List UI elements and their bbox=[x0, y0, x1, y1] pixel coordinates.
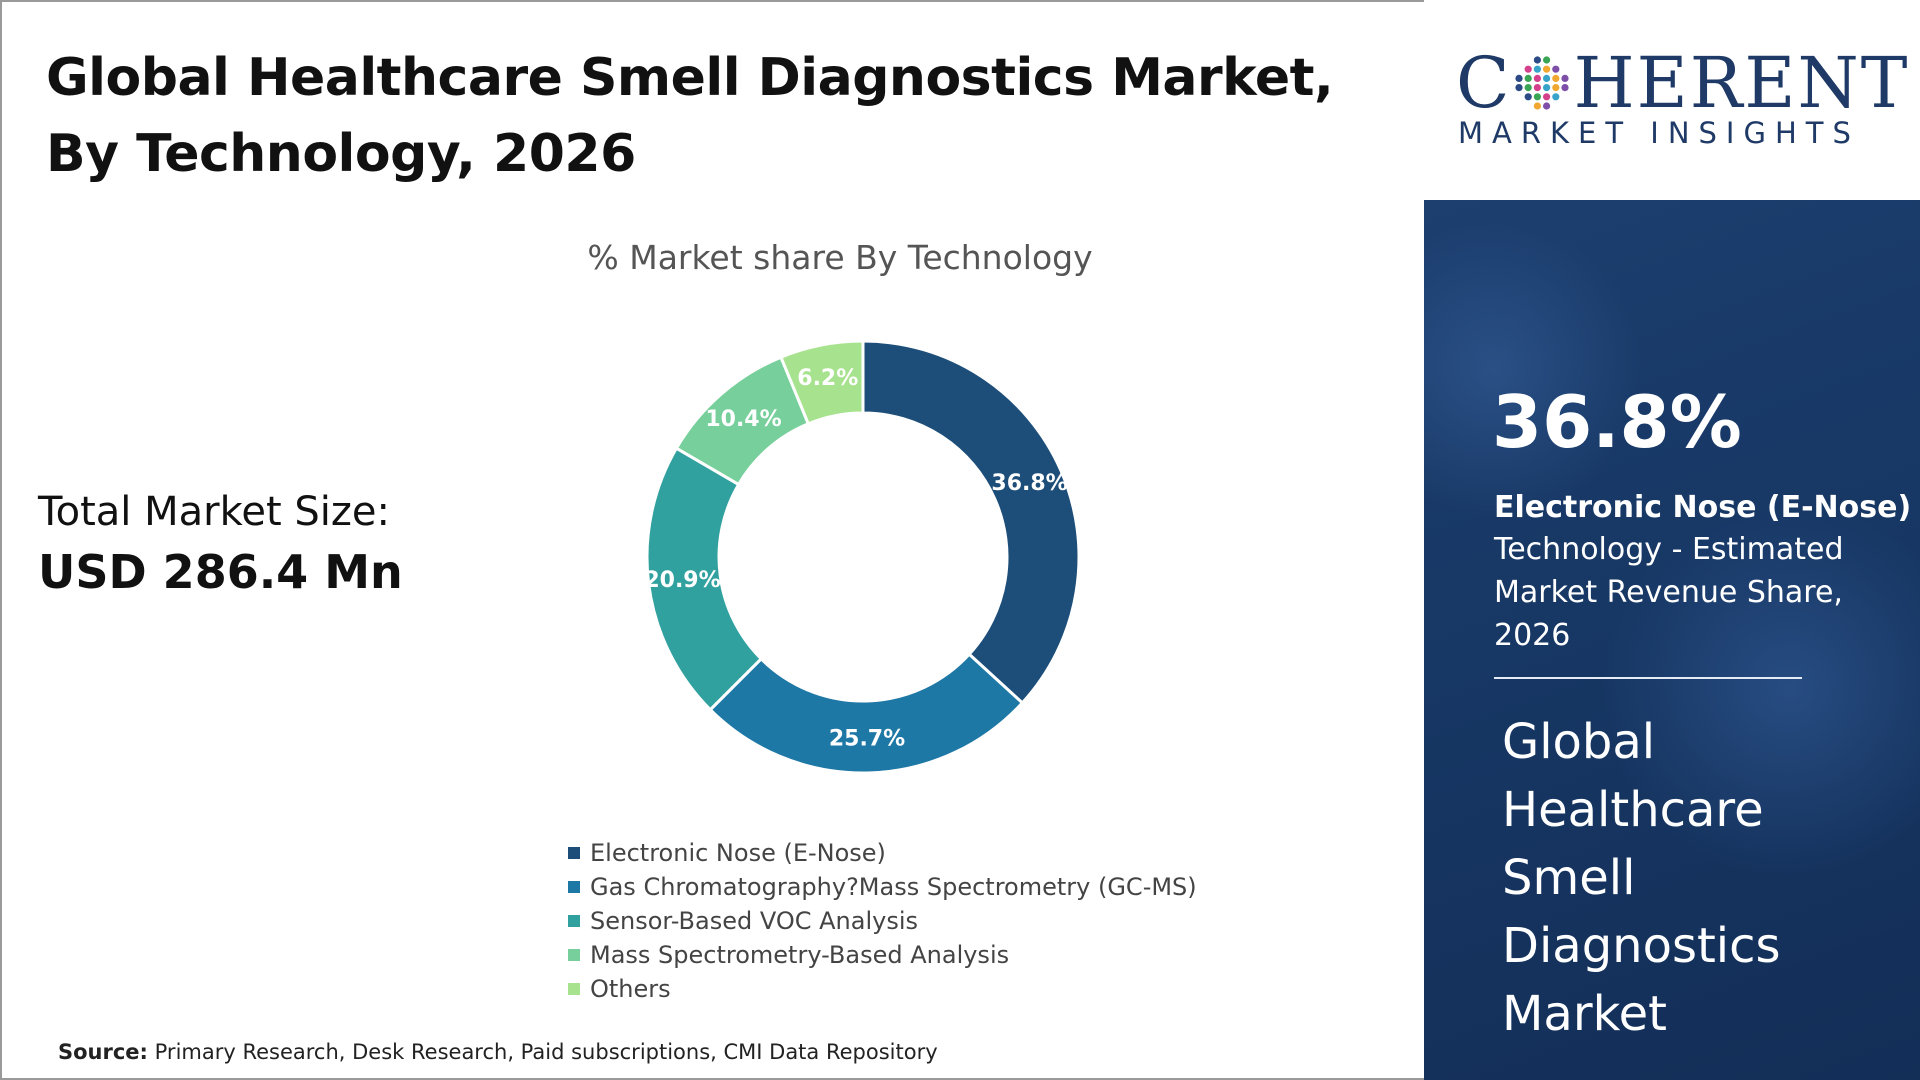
source-text: Primary Research, Desk Research, Paid su… bbox=[154, 1040, 938, 1064]
logo-dot bbox=[1514, 84, 1523, 92]
page-title: Global Healthcare Smell Diagnostics Mark… bbox=[46, 48, 1334, 184]
logo-letter-c: C bbox=[1456, 42, 1512, 124]
source-note: Source: Primary Research, Desk Research,… bbox=[58, 1040, 938, 1064]
logo-wordmark: C HERENT bbox=[1456, 42, 1909, 124]
logo-dots-icon bbox=[1514, 56, 1569, 110]
slice-label: 6.2% bbox=[797, 366, 858, 391]
slice-label: 36.8% bbox=[991, 471, 1067, 496]
legend-item: Mass Spectrometry-Based Analysis bbox=[568, 938, 1197, 972]
legend-label: Electronic Nose (E-Nose) bbox=[590, 839, 886, 867]
logo-dot bbox=[1533, 65, 1541, 73]
logo-dot bbox=[1542, 56, 1550, 64]
logo-dot bbox=[1524, 74, 1532, 82]
coherent-logo: C HERENT MARKET INSIGHTS bbox=[1424, 0, 1920, 200]
donut-slice bbox=[708, 652, 1025, 775]
legend-swatch bbox=[568, 915, 580, 927]
panel-background-glow bbox=[1600, 500, 1920, 880]
logo-dot bbox=[1551, 65, 1559, 73]
logo-dot bbox=[1551, 74, 1559, 82]
logo-dot bbox=[1533, 84, 1541, 92]
legend-item: Gas Chromatography?Mass Spectrometry (GC… bbox=[568, 870, 1197, 904]
panel-divider bbox=[1494, 677, 1802, 679]
logo-dot bbox=[1551, 93, 1559, 101]
legend-label: Sensor-Based VOC Analysis bbox=[590, 907, 918, 935]
logo-dot bbox=[1560, 74, 1569, 82]
logo-dot bbox=[1524, 65, 1532, 73]
chart-title: % Market share By Technology bbox=[587, 238, 1093, 277]
logo-dot bbox=[1542, 84, 1550, 92]
logo-dot bbox=[1524, 93, 1532, 101]
panel-market-title: Global Healthcare Smell Diagnostics Mark… bbox=[1502, 714, 1781, 1042]
slice-label: 20.9% bbox=[644, 568, 720, 593]
logo-dot bbox=[1551, 84, 1559, 92]
legend-item: Electronic Nose (E-Nose) bbox=[568, 836, 1197, 870]
total-market-label: Total Market Size: bbox=[38, 489, 390, 535]
logo-dot bbox=[1533, 56, 1541, 64]
chart-legend: Electronic Nose (E-Nose) Gas Chromatograp… bbox=[568, 836, 1197, 1006]
legend-swatch bbox=[568, 847, 580, 859]
logo-dot bbox=[1542, 102, 1550, 110]
highlight-percentage: 36.8% bbox=[1492, 380, 1742, 464]
donut-slice bbox=[645, 446, 764, 712]
source-label: Source: bbox=[58, 1040, 148, 1064]
slice-label: 10.4% bbox=[705, 407, 781, 432]
legend-item: Sensor-Based VOC Analysis bbox=[568, 904, 1197, 938]
panel-background-glow-2 bbox=[1424, 220, 1644, 520]
donut-chart: 36.8% 25.7% 20.9% 10.4% 6.2% bbox=[640, 334, 1086, 780]
logo-dot bbox=[1542, 74, 1550, 82]
slice-label: 25.7% bbox=[829, 726, 905, 751]
logo-dot bbox=[1542, 65, 1550, 73]
legend-item: Others bbox=[568, 972, 1197, 1006]
legend-label: Others bbox=[590, 975, 671, 1003]
highlight-description: Technology - Estimated Market Revenue Sh… bbox=[1494, 532, 1844, 653]
legend-swatch bbox=[568, 881, 580, 893]
legend-swatch bbox=[568, 983, 580, 995]
logo-dot bbox=[1524, 84, 1532, 92]
logo-dot bbox=[1514, 74, 1523, 82]
logo-subtitle: MARKET INSIGHTS bbox=[1458, 116, 1860, 150]
highlight-panel: 36.8% Electronic Nose (E-Nose) Technolog… bbox=[1424, 200, 1920, 1080]
total-market-size: Total Market Size: USD 286.4 Mn bbox=[38, 484, 403, 604]
logo-dot bbox=[1560, 84, 1569, 92]
logo-dot bbox=[1533, 93, 1541, 101]
donut-slice bbox=[779, 339, 865, 426]
logo-letters-herent: HERENT bbox=[1573, 42, 1910, 124]
legend-swatch bbox=[568, 949, 580, 961]
legend-label: Mass Spectrometry-Based Analysis bbox=[590, 941, 1010, 969]
legend-label: Gas Chromatography?Mass Spectrometry (GC… bbox=[590, 873, 1197, 901]
total-market-value: USD 286.4 Mn bbox=[38, 545, 403, 599]
donut-svg: 36.8% 25.7% 20.9% 10.4% 6.2% bbox=[644, 339, 1081, 775]
logo-dot bbox=[1542, 93, 1550, 101]
donut-slice bbox=[861, 339, 1081, 705]
highlight-segment-name: Electronic Nose (E-Nose) bbox=[1494, 490, 1912, 525]
logo-dot bbox=[1533, 74, 1541, 82]
logo-dot bbox=[1533, 102, 1541, 110]
chart-area: Global Healthcare Smell Diagnostics Mark… bbox=[38, 48, 1334, 1064]
